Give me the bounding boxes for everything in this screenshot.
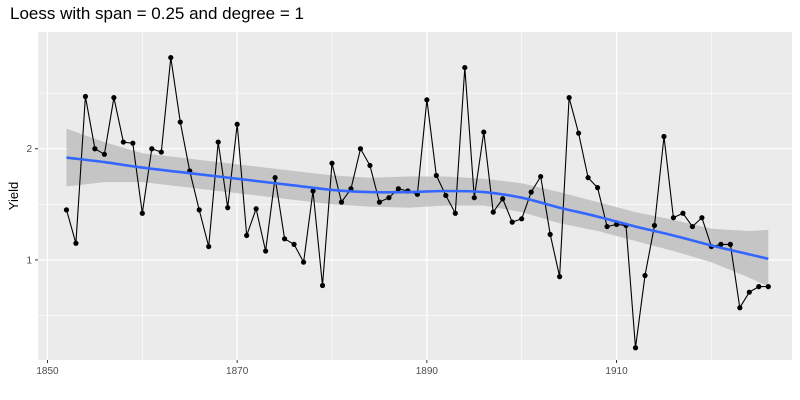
data-point: [206, 243, 212, 250]
data-point: [538, 173, 544, 180]
chart-title: Loess with span = 0.25 and degree = 1: [10, 4, 304, 23]
data-point: [158, 149, 164, 155]
data-point: [196, 207, 202, 213]
data-point: [149, 146, 155, 152]
data-points: [63, 54, 771, 351]
data-point: [566, 95, 572, 101]
data-point: [73, 240, 79, 246]
x-tick-label: 1890: [416, 366, 439, 377]
data-point: [111, 95, 117, 101]
data-point: [244, 232, 250, 239]
data-point: [386, 195, 392, 201]
data-point: [585, 175, 591, 181]
data-point: [576, 130, 582, 136]
data-point: [367, 162, 373, 169]
confidence-ribbon: [66, 128, 769, 287]
data-point: [519, 216, 525, 222]
data-point: [670, 215, 677, 221]
data-point: [263, 248, 269, 254]
data-point: [291, 241, 297, 247]
data-point: [594, 185, 601, 191]
data-point: [642, 272, 648, 279]
data-point: [661, 133, 667, 140]
data-point: [689, 223, 696, 230]
x-tick-label: 1870: [226, 366, 249, 377]
data-point: [177, 119, 183, 125]
data-point: [225, 205, 231, 211]
data-point: [139, 210, 145, 216]
data-point: [433, 172, 439, 179]
data-point: [234, 121, 240, 127]
loess-fit-line: [66, 156, 769, 261]
data-point: [528, 189, 534, 195]
data-point: [310, 188, 316, 194]
data-point: [756, 284, 762, 290]
x-axis: 1850 1870 1890 1910: [36, 360, 628, 377]
data-point: [253, 206, 259, 212]
data-point: [92, 146, 98, 152]
data-point: [509, 219, 515, 225]
y-axis: 12: [26, 144, 38, 266]
data-point: [765, 284, 771, 290]
data-point: [82, 93, 89, 100]
data-point: [481, 129, 487, 135]
data-point: [376, 199, 383, 205]
data-point: [215, 139, 221, 145]
data-point: [737, 305, 743, 311]
y-tick-label: 1: [26, 255, 32, 266]
data-point: [604, 223, 610, 230]
data-point: [452, 210, 458, 216]
data-point: [490, 209, 496, 215]
major-gridlines: [38, 32, 792, 360]
y-tick-label: 2: [26, 144, 32, 155]
data-point: [120, 139, 126, 145]
data-point: [718, 241, 724, 247]
data-point: [281, 236, 288, 242]
data-point: [632, 345, 639, 351]
data-point: [557, 274, 563, 280]
y-axis-title: Yield: [6, 182, 21, 210]
data-point: [500, 196, 506, 202]
data-point: [547, 231, 553, 237]
x-tick-label: 1910: [605, 366, 628, 377]
data-point: [699, 215, 705, 221]
data-point: [443, 192, 449, 199]
data-point: [63, 207, 70, 213]
data-point: [651, 222, 658, 229]
x-tick-label: 1850: [36, 366, 59, 377]
data-point: [680, 210, 686, 216]
data-point: [130, 140, 136, 146]
data-point: [424, 97, 430, 103]
data-point: [319, 282, 326, 289]
data-point: [329, 160, 335, 166]
data-point: [746, 289, 752, 295]
data-point: [727, 241, 733, 247]
data-point: [272, 175, 278, 181]
data-point: [471, 195, 477, 201]
data-point: [300, 259, 307, 265]
data-point: [338, 199, 345, 205]
data-point: [357, 146, 364, 152]
data-point: [395, 186, 402, 192]
data-point: [101, 151, 107, 157]
data-point: [462, 64, 468, 71]
data-point: [168, 54, 174, 61]
